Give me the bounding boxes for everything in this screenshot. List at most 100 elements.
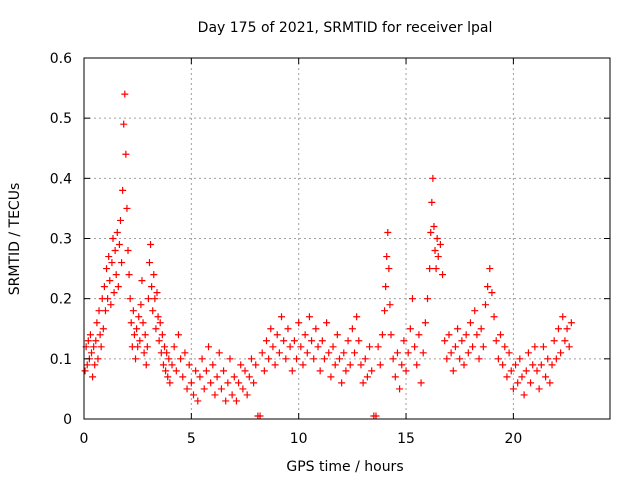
data-point bbox=[402, 367, 410, 375]
data-point bbox=[518, 373, 526, 381]
data-point bbox=[433, 235, 441, 242]
data-point bbox=[265, 355, 273, 363]
data-point bbox=[135, 313, 143, 321]
data-point bbox=[297, 343, 305, 351]
data-point bbox=[458, 337, 466, 345]
data-point bbox=[104, 295, 112, 303]
data-point bbox=[447, 349, 455, 357]
data-point bbox=[323, 319, 331, 327]
data-point bbox=[460, 361, 468, 369]
data-point bbox=[147, 241, 155, 249]
data-point bbox=[522, 367, 530, 375]
data-point bbox=[486, 265, 494, 273]
data-point bbox=[86, 331, 94, 339]
data-point bbox=[154, 313, 162, 321]
data-point bbox=[152, 325, 160, 333]
data-point bbox=[548, 361, 556, 369]
data-point bbox=[497, 331, 505, 339]
data-point bbox=[384, 228, 392, 236]
data-point bbox=[269, 343, 277, 351]
y-tick-labels: 0 0.1 0.2 0.3 0.4 0.5 0.6 bbox=[50, 51, 72, 428]
data-point bbox=[376, 361, 384, 369]
data-point bbox=[316, 367, 324, 375]
data-point bbox=[83, 361, 91, 369]
data-point bbox=[127, 319, 135, 327]
data-point bbox=[563, 325, 571, 333]
axis-ticks bbox=[83, 57, 610, 420]
data-point bbox=[139, 319, 147, 327]
data-point bbox=[220, 367, 228, 375]
data-point bbox=[344, 337, 352, 345]
data-point bbox=[162, 367, 170, 375]
data-point bbox=[278, 313, 286, 321]
data-point bbox=[320, 355, 328, 363]
data-point bbox=[514, 379, 522, 387]
data-point bbox=[172, 367, 180, 375]
data-point bbox=[81, 367, 89, 375]
data-point bbox=[439, 271, 447, 279]
x-tick-labels: 0 5 10 15 20 bbox=[80, 431, 523, 447]
data-point bbox=[366, 343, 374, 351]
data-point bbox=[166, 379, 174, 387]
data-point bbox=[170, 343, 178, 351]
data-point bbox=[456, 355, 464, 363]
data-point bbox=[389, 355, 397, 363]
data-point bbox=[417, 379, 425, 387]
data-point bbox=[535, 385, 543, 393]
data-point bbox=[130, 331, 138, 339]
data-point bbox=[473, 331, 481, 339]
data-point bbox=[305, 313, 313, 321]
data-point bbox=[346, 361, 354, 369]
data-point bbox=[499, 361, 507, 369]
data-point bbox=[477, 325, 485, 333]
data-point bbox=[239, 385, 247, 393]
data-point bbox=[207, 379, 215, 387]
data-point bbox=[179, 373, 187, 381]
data-point bbox=[282, 355, 290, 363]
data-point bbox=[441, 337, 449, 345]
data-point bbox=[554, 325, 562, 333]
data-point bbox=[501, 343, 509, 351]
data-point bbox=[247, 355, 255, 363]
data-point bbox=[393, 349, 401, 357]
y-tick-label: 0.3 bbox=[50, 232, 72, 248]
data-point bbox=[200, 385, 208, 393]
data-point bbox=[335, 355, 343, 363]
data-point bbox=[301, 331, 309, 339]
data-point bbox=[84, 337, 92, 345]
data-point bbox=[529, 361, 537, 369]
data-point bbox=[310, 355, 318, 363]
data-point bbox=[217, 385, 225, 393]
data-point bbox=[537, 361, 545, 369]
y-tick-label: 0 bbox=[63, 412, 72, 428]
data-point bbox=[161, 343, 169, 351]
data-point bbox=[198, 355, 206, 363]
x-tick-label: 0 bbox=[80, 431, 89, 447]
data-point bbox=[557, 349, 565, 357]
data-point bbox=[552, 355, 560, 363]
data-point bbox=[475, 355, 483, 363]
data-point bbox=[258, 349, 266, 357]
data-point bbox=[132, 355, 140, 363]
data-point bbox=[112, 271, 120, 279]
data-point bbox=[262, 337, 270, 345]
data-point bbox=[415, 331, 423, 339]
data-point bbox=[353, 313, 361, 321]
data-point bbox=[561, 337, 569, 345]
data-point bbox=[90, 343, 98, 351]
data-point bbox=[222, 397, 230, 405]
data-point bbox=[484, 283, 492, 291]
data-point bbox=[454, 325, 462, 333]
data-point bbox=[275, 349, 283, 357]
data-point bbox=[97, 343, 105, 351]
data-point bbox=[391, 373, 399, 381]
data-point bbox=[355, 337, 363, 345]
data-point bbox=[490, 313, 498, 321]
data-point bbox=[226, 355, 234, 363]
data-point bbox=[119, 186, 127, 194]
data-point bbox=[181, 349, 189, 357]
data-point bbox=[183, 385, 191, 393]
data-point bbox=[327, 373, 335, 381]
data-point bbox=[108, 259, 116, 267]
data-point bbox=[100, 283, 108, 291]
